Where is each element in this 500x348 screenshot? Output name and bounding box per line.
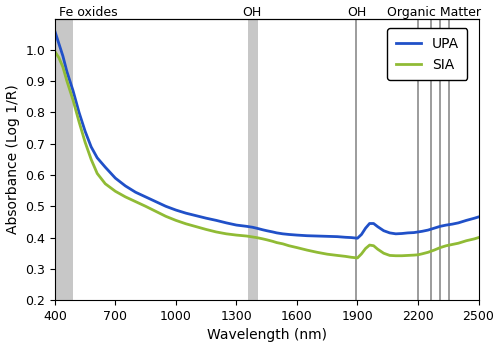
SIA [431,248,437,252]
Bar [248,18,258,300]
SIA [52,49,58,54]
SIA [280,242,286,246]
UPA [342,235,348,239]
SIA [354,256,360,260]
SIA [132,199,138,204]
UPA [476,215,482,219]
UPA [354,236,360,240]
UPA [173,208,179,212]
UPA [132,190,138,194]
SIA [173,218,179,222]
SIA [342,254,348,259]
Text: OH: OH [347,6,366,18]
UPA [76,110,82,114]
UPA [431,226,437,230]
Legend: UPA, SIA: UPA, SIA [388,28,468,80]
UPA [52,29,58,33]
Text: Organic Matter: Organic Matter [387,6,481,18]
Line: UPA: UPA [55,31,478,238]
Bar [55,18,73,300]
Text: Fe oxides: Fe oxides [59,6,118,18]
Line: SIA: SIA [55,52,478,258]
SIA [476,236,482,240]
X-axis label: Wavelength (nm): Wavelength (nm) [206,329,326,342]
SIA [76,120,82,124]
UPA [280,232,286,236]
Text: OH: OH [242,6,261,18]
Y-axis label: Absorbance (Log 1/R): Absorbance (Log 1/R) [6,85,20,234]
